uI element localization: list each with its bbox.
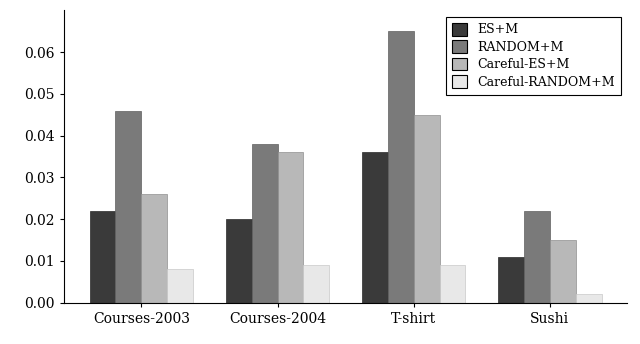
- Bar: [90, 211, 115, 303]
- Bar: [362, 152, 388, 303]
- Bar: [167, 269, 193, 303]
- Bar: [550, 240, 576, 303]
- Bar: [440, 265, 465, 303]
- Bar: [303, 265, 329, 303]
- Bar: [115, 110, 141, 303]
- Bar: [413, 115, 440, 303]
- Bar: [278, 152, 303, 303]
- Bar: [524, 211, 550, 303]
- Bar: [226, 219, 252, 303]
- Bar: [141, 194, 167, 303]
- Bar: [498, 257, 524, 303]
- Legend: ES+M, RANDOM+M, Careful-ES+M, Careful-RANDOM+M: ES+M, RANDOM+M, Careful-ES+M, Careful-RA…: [446, 17, 621, 95]
- Bar: [252, 144, 278, 303]
- Bar: [576, 294, 602, 303]
- Bar: [388, 31, 413, 303]
